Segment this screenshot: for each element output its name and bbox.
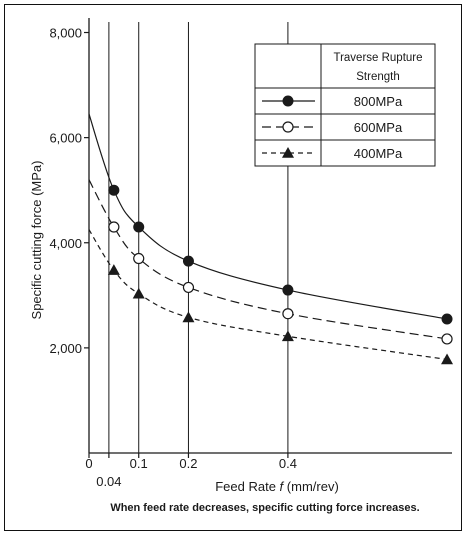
legend-title-line1: Traverse Rupture xyxy=(333,52,422,64)
x-axis-label: Feed Rate f (mm/rev) xyxy=(215,479,339,494)
y-tick-label: 4,000 xyxy=(49,236,82,251)
x-axis-label-prefix: Feed Rate xyxy=(215,479,279,494)
x-axis-label-suffix: (mm/rev) xyxy=(283,479,339,494)
data-point-400MPa xyxy=(132,287,145,299)
legend-marker-800MPa xyxy=(282,95,294,107)
y-axis-label: Specific cutting force (MPa) xyxy=(29,161,44,320)
data-point-400MPa xyxy=(281,330,294,342)
chart-frame xyxy=(4,4,462,531)
data-point-400MPa xyxy=(441,353,454,365)
data-point-400MPa xyxy=(182,311,195,323)
y-tick-label: 6,000 xyxy=(49,131,82,146)
data-point-600MPa xyxy=(133,252,145,265)
series-group xyxy=(88,113,454,365)
legend-label-600MPa: 600MPa xyxy=(354,120,403,135)
data-point-600MPa xyxy=(282,308,294,320)
x-tick-label: 0.04 xyxy=(96,474,121,489)
legend-rows: 800MPa 600MPa 400MPa xyxy=(262,94,403,161)
x-tick-label: 0.2 xyxy=(179,456,197,471)
series-line-400MPa xyxy=(88,229,448,361)
legend-marker-600MPa xyxy=(282,121,294,133)
chart-caption: When feed rate decreases, specific cutti… xyxy=(110,502,419,514)
legend-label-800MPa: 800MPa xyxy=(354,94,403,109)
legend-title-line2: Strength xyxy=(356,71,399,83)
series-800MPa xyxy=(88,113,453,325)
y-axis-ticks: 2,000 4,000 6,000 8,000 xyxy=(49,26,89,356)
axes xyxy=(88,18,452,454)
y-tick-label: 2,000 xyxy=(49,341,82,356)
x-tick-label: 0.1 xyxy=(130,456,148,471)
data-point-800MPa xyxy=(441,313,453,325)
data-point-800MPa xyxy=(282,284,294,296)
x-axis-ticks: 0 0.04 0.1 0.2 0.4 xyxy=(85,453,297,489)
x-tick-label: 0.4 xyxy=(279,456,297,471)
series-600MPa xyxy=(88,179,453,345)
data-point-800MPa xyxy=(182,255,194,267)
data-point-600MPa xyxy=(108,221,120,233)
x-axis-label-variable: f xyxy=(280,479,285,494)
data-point-600MPa xyxy=(441,333,453,345)
data-point-800MPa xyxy=(108,184,120,196)
legend: Traverse Rupture Strength 800MPa 600MPa 40… xyxy=(254,43,436,167)
legend-marker-400MPa xyxy=(282,147,294,158)
y-tick-label: 8,000 xyxy=(49,26,82,41)
data-point-800MPa xyxy=(133,221,145,233)
data-point-600MPa xyxy=(182,281,195,294)
series-400MPa xyxy=(88,229,454,365)
legend-label-400MPa: 400MPa xyxy=(354,146,403,161)
series-line-600MPa xyxy=(88,179,448,340)
x-tick-label: 0 xyxy=(85,456,92,471)
data-point-400MPa xyxy=(107,264,120,275)
